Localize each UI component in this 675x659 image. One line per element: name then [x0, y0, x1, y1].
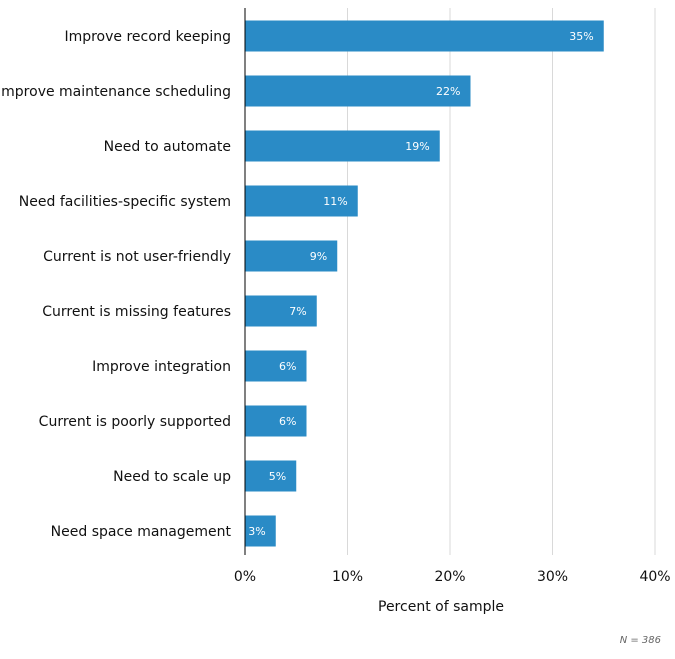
category-label: Need to automate [104, 139, 231, 155]
bar-value-label: 6% [279, 415, 296, 428]
bar [245, 350, 307, 382]
bar [245, 295, 317, 327]
bar-value-label: 6% [279, 360, 296, 373]
bar-value-label: 19% [405, 140, 429, 153]
bar [245, 20, 604, 52]
bar [245, 185, 358, 217]
category-label: Current is poorly supported [39, 414, 231, 430]
bar [245, 405, 307, 437]
x-tick-label: 20% [434, 569, 465, 585]
sample-size-note: N = 386 [620, 635, 661, 646]
bar-value-label: 11% [323, 195, 347, 208]
category-label: Current is not user-friendly [43, 249, 231, 265]
x-tick-label: 30% [537, 569, 568, 585]
category-label: Current is missing features [42, 304, 231, 320]
bar [245, 240, 338, 272]
x-axis-ticks: 0% 10% 20% 30% 40% [234, 569, 671, 585]
x-tick-label: 0% [234, 569, 256, 585]
bars: 35% 22% 19% 11% 9% 7% 6% 6% 5% 3% [245, 20, 604, 547]
bar-value-label: 22% [436, 85, 460, 98]
x-tick-label: 10% [332, 569, 363, 585]
category-label: Need to scale up [113, 469, 231, 485]
bar [245, 515, 276, 547]
x-tick-label: 40% [639, 569, 670, 585]
bar-value-label: 7% [289, 305, 306, 318]
bar-value-label: 5% [269, 470, 286, 483]
category-label: Improve maintenance scheduling [0, 84, 231, 100]
category-label: Improve record keeping [64, 29, 231, 45]
category-label: Need facilities-specific system [19, 194, 231, 210]
bar [245, 460, 297, 492]
bar [245, 75, 471, 107]
bar [245, 130, 440, 162]
bar-value-label: 3% [248, 525, 265, 538]
category-label: Need space management [51, 524, 232, 540]
category-label: Improve integration [92, 359, 231, 375]
bar-value-label: 35% [569, 30, 593, 43]
category-labels: Improve record keeping Improve maintenanc… [0, 29, 232, 540]
x-axis-title: Percent of sample [378, 599, 504, 615]
bar-value-label: 9% [310, 250, 327, 263]
